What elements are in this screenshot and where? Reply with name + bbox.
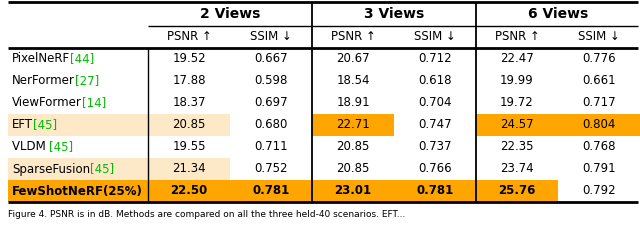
Text: 20.85: 20.85: [336, 162, 370, 175]
Text: 22.47: 22.47: [500, 53, 534, 66]
Text: 0.781: 0.781: [417, 184, 454, 197]
Text: 19.72: 19.72: [500, 97, 534, 109]
Text: 0.804: 0.804: [582, 119, 616, 131]
Text: 0.791: 0.791: [582, 162, 616, 175]
Text: 20.85: 20.85: [172, 119, 205, 131]
Text: 22.35: 22.35: [500, 141, 534, 153]
Bar: [476, 180, 558, 202]
Text: 18.91: 18.91: [336, 97, 370, 109]
Text: SSIM ↓: SSIM ↓: [250, 30, 292, 44]
Text: PSNR ↑: PSNR ↑: [495, 30, 540, 44]
Text: 20.67: 20.67: [336, 53, 370, 66]
Text: 23.01: 23.01: [335, 184, 372, 197]
Text: [44]: [44]: [70, 53, 94, 66]
Text: 21.34: 21.34: [172, 162, 206, 175]
Text: 3 Views: 3 Views: [364, 7, 424, 21]
Text: Figure 4. PSNR is in dB. Methods are compared on all the three held-40 scenarios: Figure 4. PSNR is in dB. Methods are com…: [8, 210, 405, 219]
Bar: [8, 180, 148, 202]
Text: 2 Views: 2 Views: [200, 7, 260, 21]
Bar: [148, 158, 230, 180]
Bar: [394, 180, 476, 202]
Bar: [8, 114, 148, 136]
Text: NerFormer: NerFormer: [12, 75, 75, 88]
Text: 22.50: 22.50: [170, 184, 207, 197]
Text: 19.52: 19.52: [172, 53, 206, 66]
Bar: [558, 114, 640, 136]
Text: ViewFormer: ViewFormer: [12, 97, 82, 109]
Bar: [8, 158, 148, 180]
Text: 0.667: 0.667: [254, 53, 288, 66]
Text: [27]: [27]: [75, 75, 99, 88]
Text: 0.618: 0.618: [419, 75, 452, 88]
Text: 19.99: 19.99: [500, 75, 534, 88]
Text: 24.57: 24.57: [500, 119, 534, 131]
Text: 0.766: 0.766: [418, 162, 452, 175]
Text: VLDM: VLDM: [12, 141, 49, 153]
Text: 0.747: 0.747: [418, 119, 452, 131]
Text: PSNR ↑: PSNR ↑: [331, 30, 376, 44]
Text: EFT: EFT: [12, 119, 33, 131]
Bar: [312, 180, 394, 202]
Bar: [230, 180, 312, 202]
Text: 19.55: 19.55: [172, 141, 205, 153]
Text: 22.71: 22.71: [336, 119, 370, 131]
Text: 0.712: 0.712: [418, 53, 452, 66]
Text: 0.661: 0.661: [582, 75, 616, 88]
Text: 0.752: 0.752: [254, 162, 288, 175]
Text: [14]: [14]: [82, 97, 106, 109]
Text: [45]: [45]: [90, 162, 115, 175]
Text: 0.680: 0.680: [254, 119, 288, 131]
Bar: [148, 114, 230, 136]
Text: PixelNeRF: PixelNeRF: [12, 53, 70, 66]
Text: 0.598: 0.598: [254, 75, 288, 88]
Text: 23.74: 23.74: [500, 162, 534, 175]
Text: SparseFusion: SparseFusion: [12, 162, 90, 175]
Text: SSIM ↓: SSIM ↓: [414, 30, 456, 44]
Text: 0.697: 0.697: [254, 97, 288, 109]
Text: 0.768: 0.768: [582, 141, 616, 153]
Text: 25.76: 25.76: [499, 184, 536, 197]
Text: 0.711: 0.711: [254, 141, 288, 153]
Text: 0.704: 0.704: [419, 97, 452, 109]
Text: 0.781: 0.781: [252, 184, 290, 197]
Text: 0.717: 0.717: [582, 97, 616, 109]
Bar: [148, 180, 230, 202]
Bar: [312, 114, 394, 136]
Text: [45]: [45]: [49, 141, 74, 153]
Text: FewShotNeRF(25%): FewShotNeRF(25%): [12, 184, 143, 197]
Text: 0.776: 0.776: [582, 53, 616, 66]
Text: 0.737: 0.737: [419, 141, 452, 153]
Text: PSNR ↑: PSNR ↑: [166, 30, 211, 44]
Text: 17.88: 17.88: [172, 75, 205, 88]
Text: 18.54: 18.54: [336, 75, 370, 88]
Text: 18.37: 18.37: [172, 97, 205, 109]
Bar: [476, 114, 558, 136]
Text: 6 Views: 6 Views: [528, 7, 588, 21]
Text: SSIM ↓: SSIM ↓: [578, 30, 620, 44]
Text: 20.85: 20.85: [336, 141, 370, 153]
Text: 0.792: 0.792: [582, 184, 616, 197]
Text: [45]: [45]: [33, 119, 57, 131]
